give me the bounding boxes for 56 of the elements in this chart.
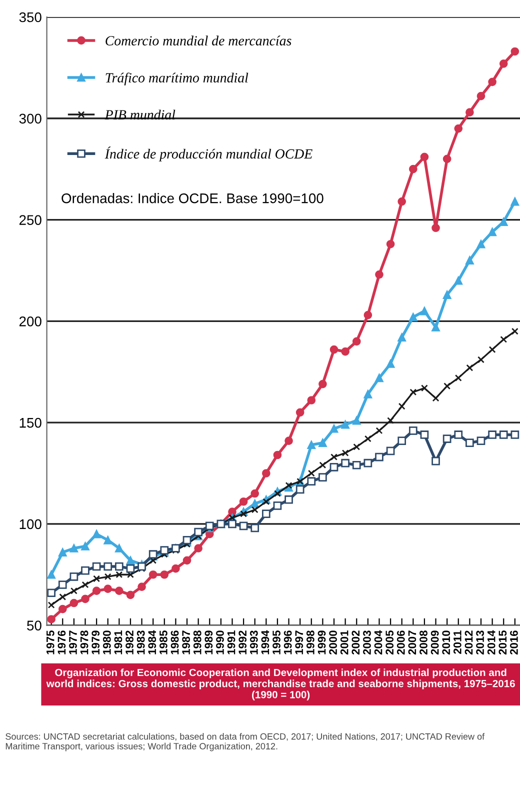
x-tick-label: 1977: [69, 630, 77, 654]
source-note: Sources: UNCTAD secretariat calculations, based on data from OECD, 2017; United Nations, 2017; UNCTAD Review of Maritime Transport, various issues; World Trade Organization, 2012.: [6, 733, 485, 752]
x-tick-label: 1992: [238, 630, 247, 654]
x-tick-label: 1979: [92, 630, 100, 654]
x-tick-label: 2008: [420, 630, 428, 655]
x-tick-label: 1994: [261, 630, 270, 654]
annotation: Ordenadas: Indice OCDE. Base 1990=100: [62, 193, 324, 204]
x-tick-label: 1980: [102, 630, 111, 654]
x-tick-label: 1984: [148, 630, 156, 654]
y-tick-label: 250: [19, 215, 42, 225]
x-tick-label: 2011: [453, 630, 462, 654]
x-tick-label: 1975: [46, 630, 54, 654]
x-tick-label: 2005: [386, 630, 394, 655]
x-tick-label: 2000: [329, 630, 337, 655]
legend-label: PIB mundial: [104, 110, 176, 120]
x-tick-label: 1985: [160, 630, 168, 654]
y-tick-label: 50: [27, 620, 42, 630]
y-tick-label: 300: [19, 114, 42, 124]
y-tick-label: 200: [19, 316, 42, 326]
x-tick-label: 1998: [306, 630, 314, 654]
x-tick-label: 1978: [80, 630, 88, 654]
x-tick-label: 1997: [295, 630, 304, 654]
legend-label: Índice de producción mundial OCDE: [104, 146, 312, 162]
x-tick-label: 1986: [170, 630, 179, 654]
x-tick-label: 2007: [408, 630, 416, 655]
x-tick-label: 1990: [216, 630, 224, 654]
x-tick-label: 2015: [498, 630, 507, 655]
x-tick-label: 1987: [182, 630, 190, 654]
x-tick-label: 2006: [396, 630, 405, 655]
x-tick-label: 1983: [136, 630, 145, 654]
y-tick-label: 150: [20, 418, 42, 428]
x-tick-label: 1982: [126, 630, 134, 654]
text: Organization for Economic Cooperation and Development index of industrial production and world indices: Gross domestic product, merchandise trade and seaborne shipments, 1975–2016 (1990 = 100): [46, 668, 515, 700]
legend-label: Comercio mundial de mercancías: [106, 36, 292, 46]
x-tick-label: 1988: [193, 630, 202, 654]
x-tick-label: 2012: [464, 630, 473, 655]
x-tick-label: 2003: [363, 630, 371, 655]
x-tick-label: 2014: [487, 630, 496, 655]
x-tick-label: 1981: [114, 630, 122, 654]
x-tick-label: 1991: [227, 630, 236, 654]
x-tick-label: 1989: [204, 630, 213, 654]
x-tick-label: 2004: [374, 630, 382, 655]
x-tick-label: 2013: [476, 630, 484, 655]
x-tick-label: 2010: [442, 630, 450, 655]
x-tick-label: 1976: [58, 630, 66, 654]
x-tick-label: 1995: [272, 630, 280, 654]
x-tick-label: 2001: [340, 630, 348, 655]
legend-label: Tráfico marítimo mundial: [106, 72, 248, 86]
x-tick-label: 2002: [352, 630, 360, 655]
x-tick-label: 1993: [250, 630, 258, 654]
x-tick-label: 2016: [510, 630, 518, 655]
x-tick-label: 1999: [318, 630, 326, 654]
x-tick-label: 1996: [284, 630, 292, 654]
x-tick-label: 2009: [430, 630, 439, 655]
y-tick-label: 350: [19, 12, 42, 22]
y-tick-label: 100: [20, 519, 42, 530]
